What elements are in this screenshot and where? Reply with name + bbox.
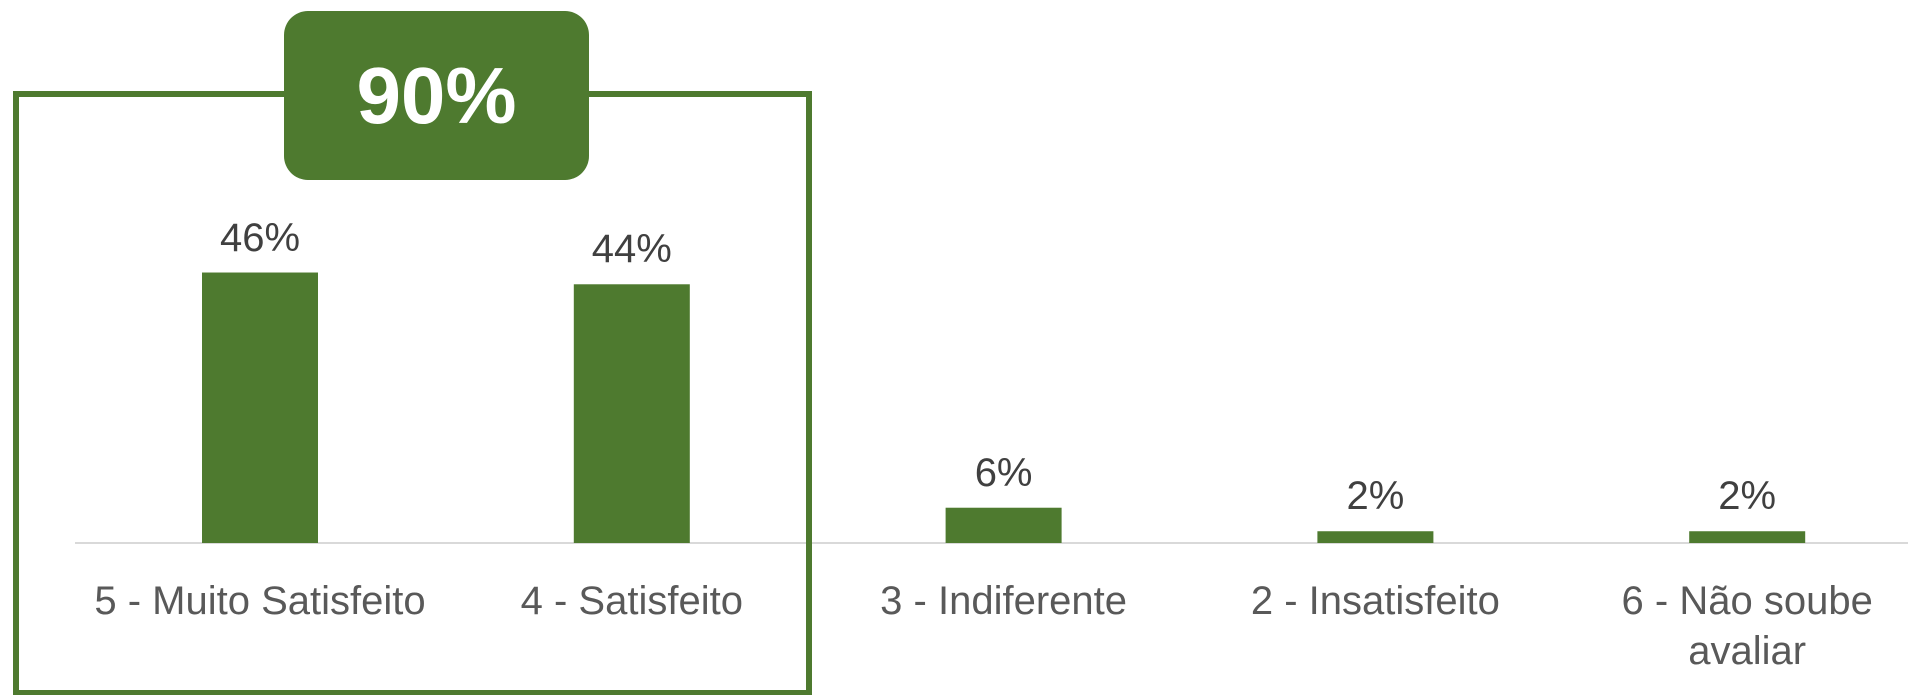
value-label: 46%	[219, 215, 301, 260]
bar	[945, 507, 1062, 543]
x-tick-label: 3 - Indiferente	[880, 579, 1127, 623]
x-tick-label: 2 - Insatisfeito	[1250, 579, 1500, 623]
x-tick-label: 4 - Satisfeito	[520, 579, 743, 623]
value-label: 2%	[1346, 474, 1405, 519]
value-label: 6%	[974, 450, 1033, 495]
badge-text: 90%	[356, 51, 517, 140]
bar	[1689, 531, 1806, 543]
x-tick-label: 6 - Não soube avaliar	[1621, 579, 1873, 673]
bar	[1317, 531, 1434, 543]
value-label: 44%	[591, 227, 672, 272]
bar	[202, 272, 318, 543]
badge	[284, 11, 589, 180]
value-label: 2%	[1718, 474, 1777, 519]
x-tick-label: 5 - Muito Satisfeito	[94, 579, 426, 623]
bar	[573, 284, 690, 543]
